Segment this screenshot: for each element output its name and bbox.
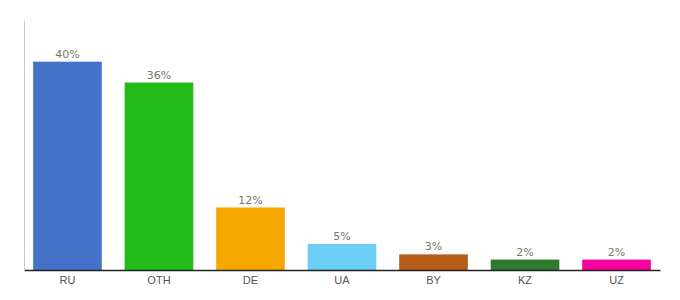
x-tick: UZ	[609, 274, 624, 286]
chart: RU OTH DE UA BY KZ UZ 40% 36% 12% 5% 3% 2% 2%	[0, 0, 680, 300]
data-label: 2%	[608, 246, 625, 259]
data-labels: 40% 36% 12% 5% 3% 2% 2%	[55, 48, 625, 259]
x-tick: DE	[243, 274, 258, 286]
plot: RU OTH DE UA BY KZ UZ 40% 36% 12% 5% 3% 2% 2%	[25, 21, 661, 286]
data-label: 12%	[238, 194, 262, 207]
x-tick-label: RU	[60, 274, 76, 286]
y-axis	[24, 21, 25, 271]
bar	[33, 62, 102, 270]
x-tick: BY	[426, 274, 441, 286]
bar	[582, 260, 651, 270]
bar	[399, 254, 468, 270]
y-axis-line	[24, 21, 25, 271]
data-label: 3%	[425, 240, 442, 253]
x-axis: RU OTH DE UA BY KZ UZ	[25, 271, 661, 286]
x-tick-label: BY	[426, 274, 441, 286]
x-tick: UA	[334, 274, 350, 286]
bar	[125, 83, 194, 271]
data-label: 5%	[333, 230, 350, 243]
x-tick: RU	[60, 274, 76, 286]
x-tick-label: UZ	[609, 274, 624, 286]
x-axis-line	[25, 270, 661, 272]
data-label: 2%	[516, 246, 533, 259]
x-tick-label: DE	[243, 274, 258, 286]
x-tick: KZ	[518, 274, 532, 286]
x-tick-label: KZ	[518, 274, 532, 286]
data-label: 40%	[55, 48, 79, 61]
bar	[216, 208, 285, 271]
bars	[33, 62, 651, 270]
data-label: 36%	[147, 69, 171, 82]
x-tick-label: OTH	[147, 274, 170, 286]
x-tick: OTH	[147, 274, 170, 286]
bar	[308, 244, 377, 270]
x-tick-label: UA	[334, 274, 350, 286]
bar	[491, 260, 560, 270]
